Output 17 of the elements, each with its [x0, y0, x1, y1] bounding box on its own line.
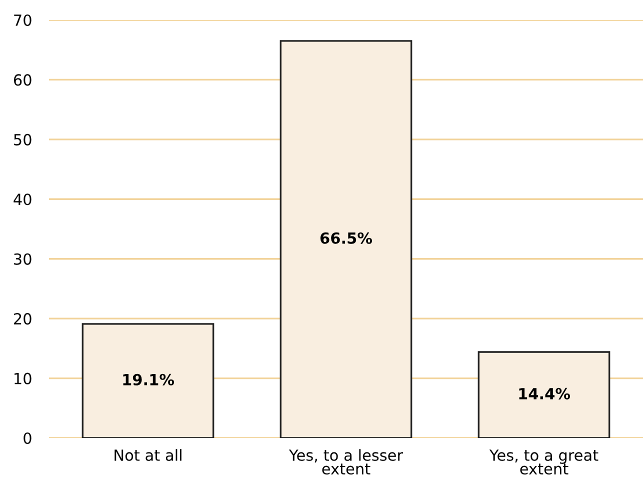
y-tick-label: 0 [24, 432, 32, 444]
bar [280, 40, 412, 438]
y-tick-label: 20 [14, 313, 32, 325]
y-tick-label: 70 [14, 14, 32, 26]
y-tick-label: 30 [14, 253, 32, 265]
data-label: 19.1% [123, 374, 174, 386]
data-label: 66.5% [320, 232, 372, 244]
y-tick-label: 50 [14, 134, 32, 146]
x-tick-label: Yes, to a great extent [489, 450, 598, 475]
bar [478, 351, 610, 438]
y-tick-label: 40 [14, 194, 32, 206]
y-tick-label: 10 [14, 372, 32, 384]
x-tick-label: Not at all [114, 449, 182, 461]
data-label: 14.4% [519, 388, 570, 400]
bar [82, 323, 214, 438]
x-tick-label: Yes, to a lesser extent [288, 449, 404, 475]
y-tick-label: 60 [14, 74, 32, 86]
